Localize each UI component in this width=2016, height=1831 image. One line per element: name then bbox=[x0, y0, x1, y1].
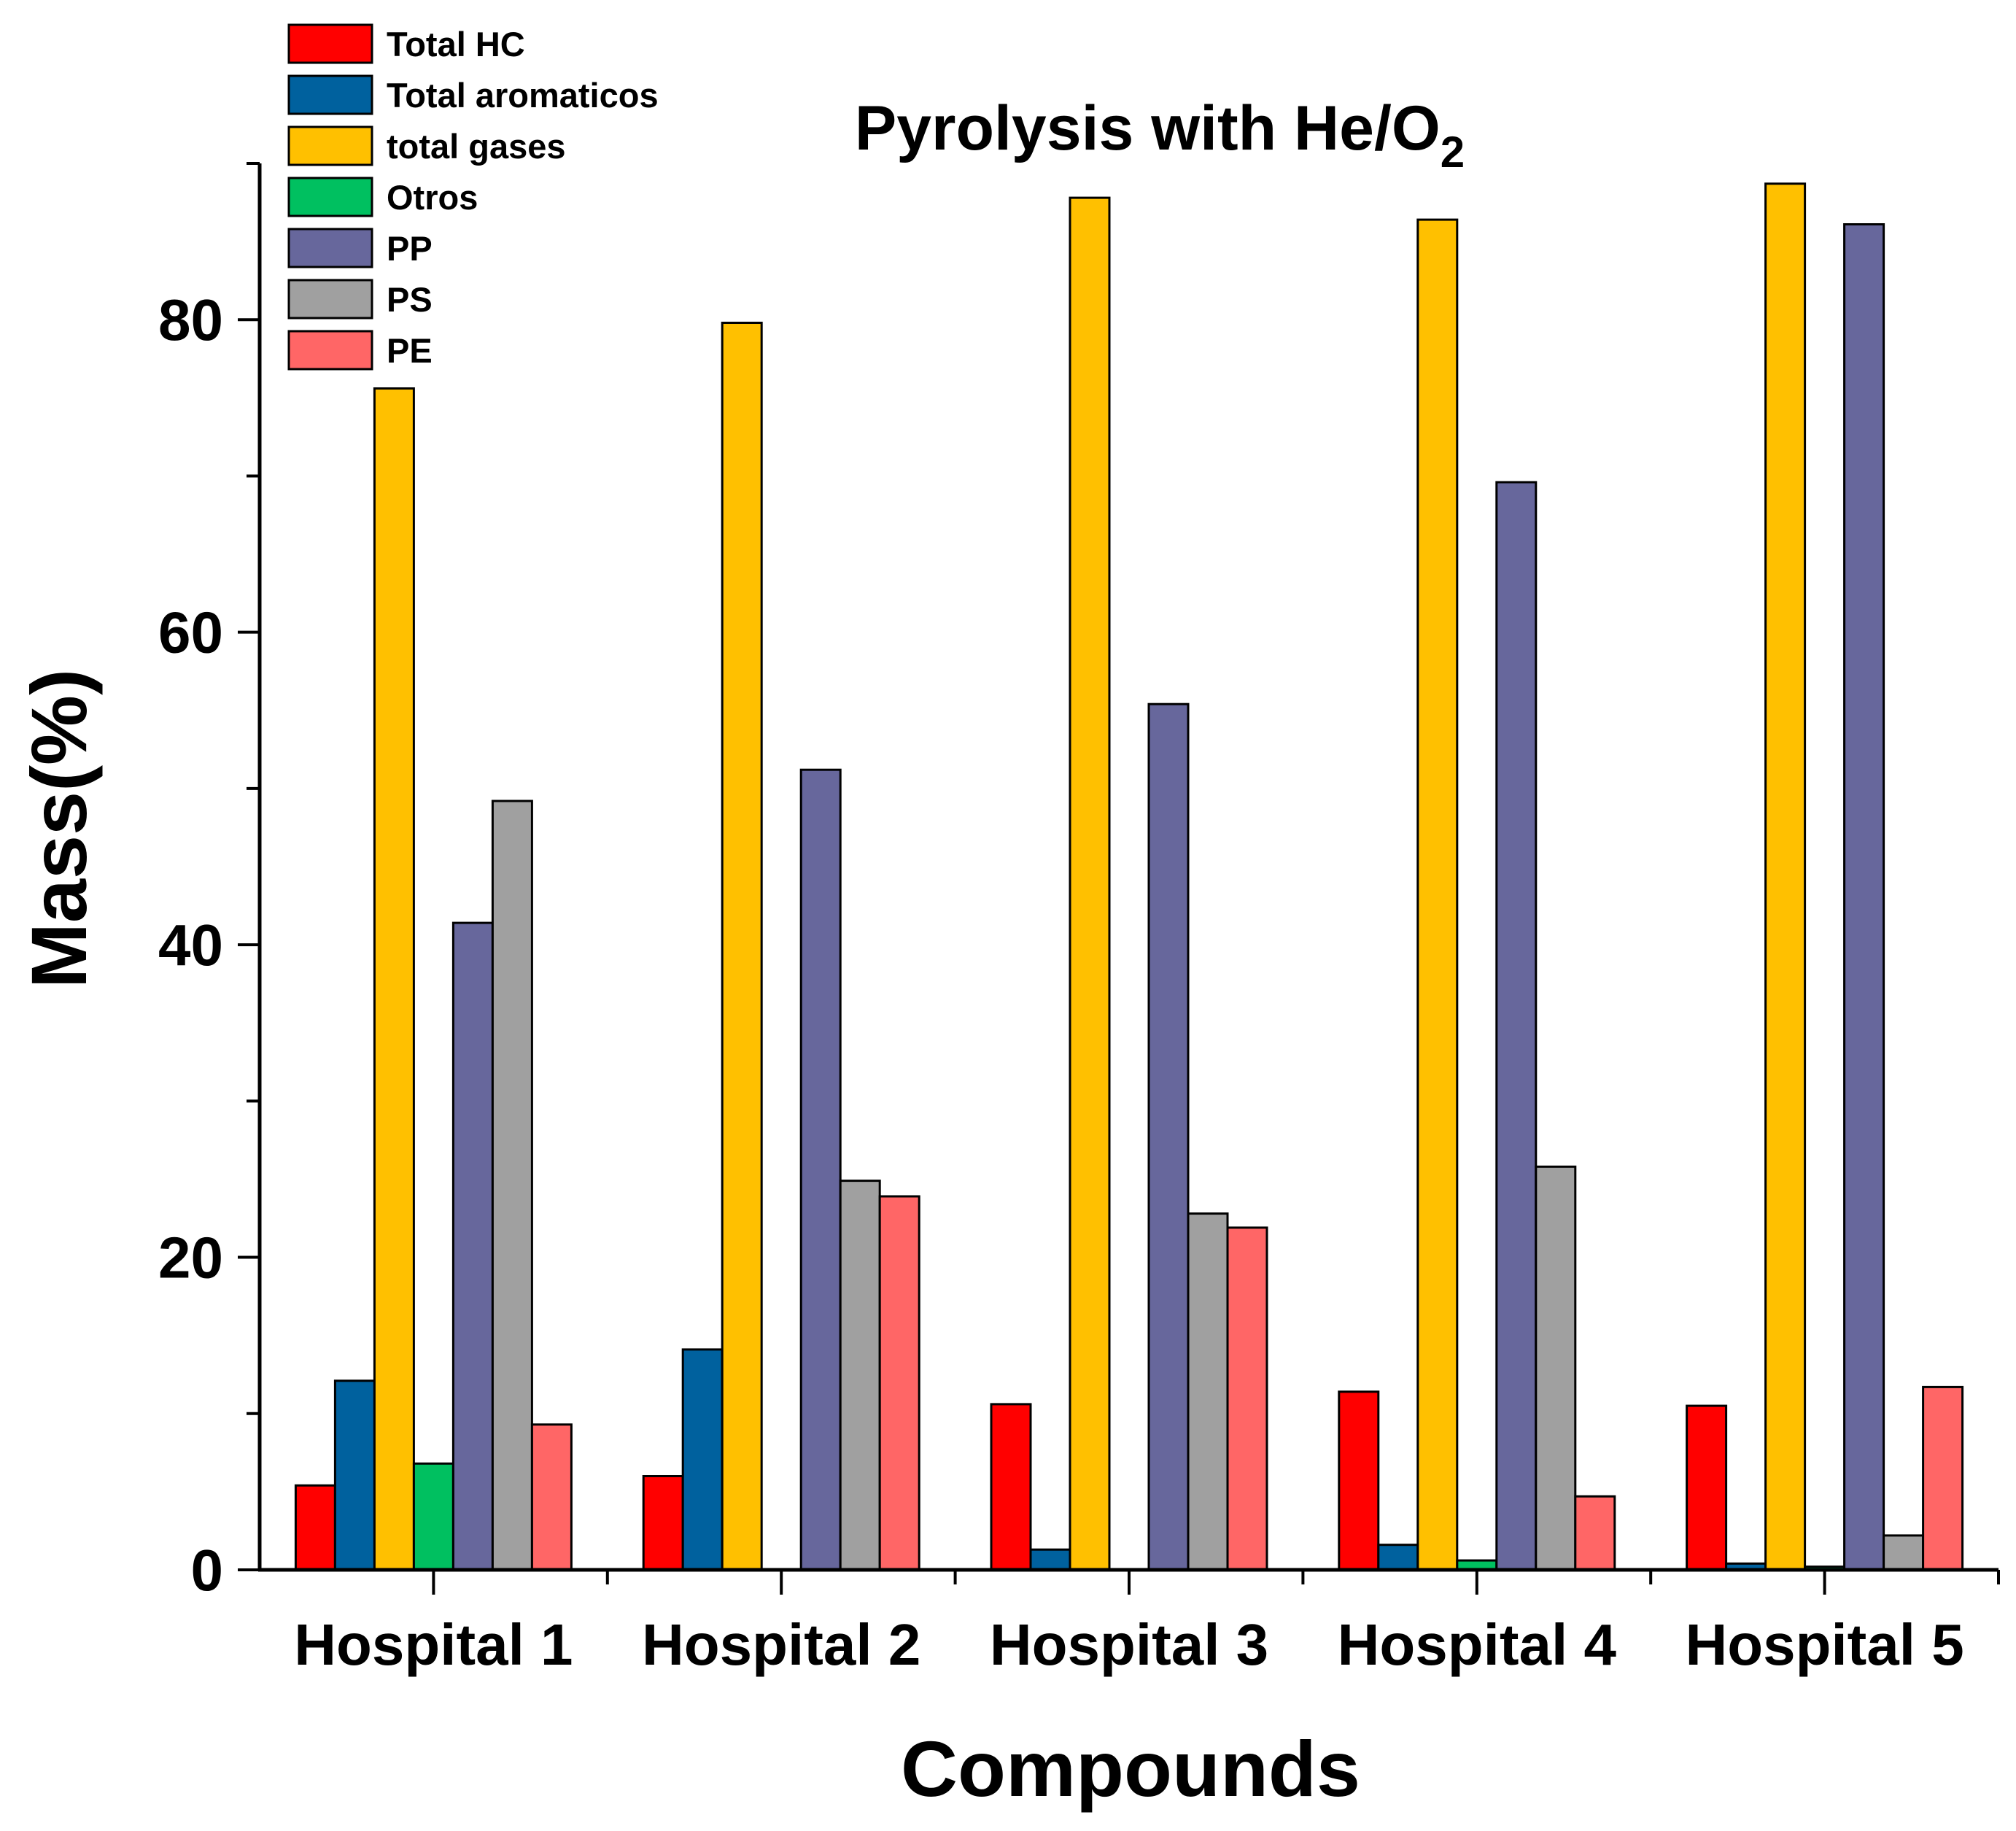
bar-ps-hospital-2 bbox=[839, 1180, 881, 1571]
legend-swatch-total-aromaticos bbox=[287, 74, 373, 115]
chart-title-main: Pyrolysis with He/O bbox=[855, 93, 1441, 163]
y-tick-label-80: 80 bbox=[158, 287, 223, 352]
legend-swatch-total-gases bbox=[287, 125, 373, 166]
legend-label-otros: Otros bbox=[387, 178, 478, 217]
y-tick-label-0: 0 bbox=[191, 1538, 224, 1603]
bar-total-aromaticos-hospital-3 bbox=[1029, 1548, 1071, 1571]
bar-pp-hospital-1 bbox=[451, 921, 494, 1571]
bar-pp-hospital-2 bbox=[799, 768, 842, 1571]
legend-label-ps: PS bbox=[387, 280, 433, 319]
bar-total-hc-hospital-4 bbox=[1338, 1390, 1380, 1571]
x-tick-label-hospital-1: Hospital 1 bbox=[294, 1612, 573, 1677]
bar-pe-hospital-2 bbox=[878, 1195, 920, 1571]
bar-total-gases-hospital-3 bbox=[1069, 196, 1111, 1571]
bar-otros-hospital-1 bbox=[412, 1462, 454, 1571]
bar-total-hc-hospital-3 bbox=[990, 1403, 1032, 1571]
legend-label-total-gases: total gases bbox=[387, 127, 566, 166]
y-tick-label-60: 60 bbox=[158, 600, 223, 665]
x-tick-label-hospital-5: Hospital 5 bbox=[1685, 1612, 1963, 1677]
legend-label-pp: PP bbox=[387, 229, 433, 268]
bar-pe-hospital-1 bbox=[530, 1423, 573, 1571]
bar-pp-hospital-4 bbox=[1495, 481, 1538, 1571]
bar-total-gases-hospital-2 bbox=[721, 322, 763, 1571]
legend-swatch-total-hc bbox=[287, 23, 373, 64]
bar-total-hc-hospital-1 bbox=[294, 1484, 336, 1571]
tick-labels-group: 0 20 40 60 80 Hospital 1 Hospital 2 Hospital 3 H… bbox=[158, 287, 1964, 1677]
y-axis-title: Mass(%) bbox=[15, 669, 103, 988]
legend-swatch-ps bbox=[287, 279, 373, 320]
x-tick-label-hospital-2: Hospital 2 bbox=[642, 1612, 920, 1677]
bar-ps-hospital-5 bbox=[1883, 1534, 1925, 1571]
y-tick-label-20: 20 bbox=[158, 1226, 223, 1290]
legend-swatch-otros bbox=[287, 177, 373, 217]
legend-swatch-pp bbox=[287, 228, 373, 268]
bar-total-aromaticos-hospital-2 bbox=[681, 1348, 724, 1571]
bar-ps-hospital-4 bbox=[1535, 1165, 1577, 1571]
chart-title-subscript: 2 bbox=[1441, 128, 1465, 177]
bar-ps-hospital-3 bbox=[1187, 1212, 1229, 1571]
legend-label-total-aromaticos: Total aromaticos bbox=[387, 76, 659, 115]
axes-group bbox=[238, 162, 2000, 1595]
bar-pp-hospital-5 bbox=[1843, 223, 1885, 1571]
bar-total-gases-hospital-4 bbox=[1416, 218, 1459, 1571]
bar-total-aromaticos-hospital-4 bbox=[1377, 1544, 1419, 1571]
bar-pp-hospital-3 bbox=[1147, 702, 1190, 1571]
x-tick-label-hospital-4: Hospital 4 bbox=[1338, 1612, 1617, 1677]
legend-label-total-hc: Total HC bbox=[387, 25, 525, 63]
bar-ps-hospital-1 bbox=[491, 800, 533, 1571]
bar-total-aromaticos-hospital-1 bbox=[333, 1379, 376, 1571]
y-tick-label-40: 40 bbox=[158, 913, 223, 978]
bar-total-gases-hospital-1 bbox=[373, 387, 415, 1571]
bars-group bbox=[294, 182, 1964, 1571]
legend: Total HC Total aromaticos total gases Otros… bbox=[287, 23, 659, 371]
x-axis-title: Compounds bbox=[901, 1724, 1360, 1813]
x-tick-label-hospital-3: Hospital 3 bbox=[990, 1612, 1268, 1677]
legend-swatch-pe bbox=[287, 330, 373, 371]
bar-pe-hospital-3 bbox=[1226, 1226, 1268, 1571]
bar-pe-hospital-5 bbox=[1922, 1385, 1964, 1571]
legend-label-pe: PE bbox=[387, 331, 433, 370]
chart-title: Pyrolysis with He/O2 bbox=[855, 93, 1465, 177]
bar-total-hc-hospital-2 bbox=[642, 1475, 684, 1571]
bar-pe-hospital-4 bbox=[1574, 1495, 1616, 1571]
bar-total-gases-hospital-5 bbox=[1764, 182, 1807, 1571]
bar-total-hc-hospital-5 bbox=[1686, 1404, 1728, 1571]
